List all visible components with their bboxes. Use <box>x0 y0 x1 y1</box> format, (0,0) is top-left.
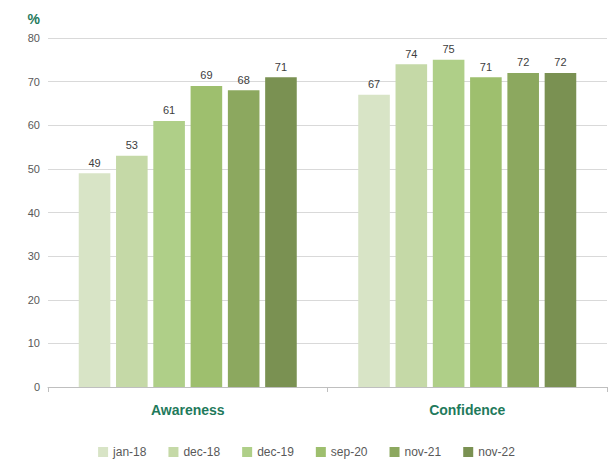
svg-text:0: 0 <box>34 381 40 393</box>
svg-text:nov-22: nov-22 <box>478 445 515 459</box>
svg-text:53: 53 <box>126 139 138 151</box>
svg-text:80: 80 <box>28 32 40 44</box>
svg-text:50: 50 <box>28 163 40 175</box>
svg-text:75: 75 <box>442 43 454 55</box>
svg-text:70: 70 <box>28 76 40 88</box>
svg-text:dec-19: dec-19 <box>257 445 294 459</box>
svg-text:Awareness: Awareness <box>151 402 225 418</box>
svg-text:jan-18: jan-18 <box>112 445 147 459</box>
svg-text:nov-21: nov-21 <box>405 445 442 459</box>
svg-text:68: 68 <box>238 74 250 86</box>
svg-text:30: 30 <box>28 250 40 262</box>
svg-text:61: 61 <box>163 104 175 116</box>
svg-text:74: 74 <box>405 48 417 60</box>
svg-text:40: 40 <box>28 207 40 219</box>
svg-text:10: 10 <box>28 337 40 349</box>
svg-text:sep-20: sep-20 <box>331 445 368 459</box>
svg-text:67: 67 <box>368 78 380 90</box>
svg-text:dec-18: dec-18 <box>183 445 220 459</box>
svg-text:20: 20 <box>28 294 40 306</box>
svg-text:69: 69 <box>200 69 212 81</box>
svg-text:Confidence: Confidence <box>429 402 505 418</box>
svg-text:71: 71 <box>275 61 287 73</box>
svg-text:49: 49 <box>88 157 100 169</box>
svg-text:72: 72 <box>554 56 566 68</box>
svg-text:%: % <box>28 11 41 27</box>
svg-text:71: 71 <box>480 61 492 73</box>
svg-text:72: 72 <box>517 56 529 68</box>
svg-text:60: 60 <box>28 119 40 131</box>
